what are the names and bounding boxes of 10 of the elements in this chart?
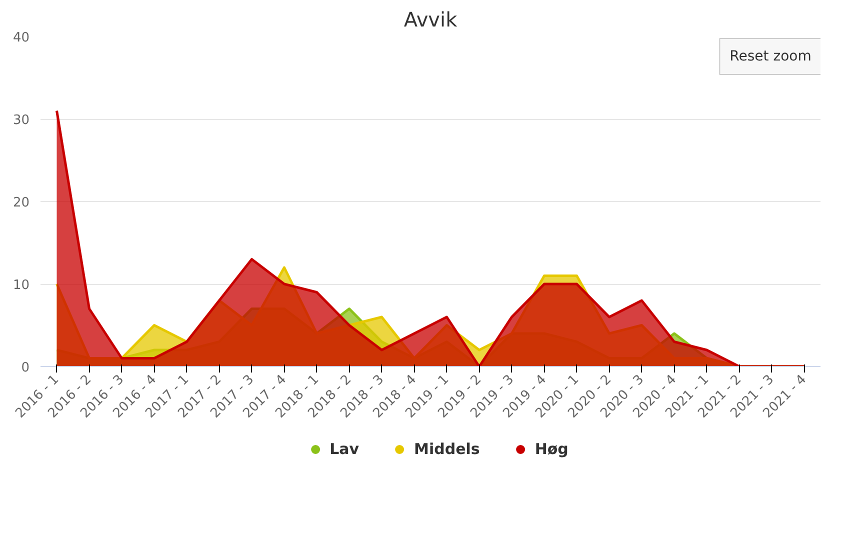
y-tick-label: 10 [12, 278, 30, 293]
chart-title: Avvik [404, 8, 458, 32]
y-tick-label: 40 [12, 30, 30, 46]
legend-label: Lav [330, 440, 360, 458]
y-tick-label: 30 [12, 113, 30, 128]
y-tick-label: 0 [21, 360, 30, 376]
annotation: Reset zoom [730, 48, 812, 64]
y-tick-label: 20 [12, 196, 30, 210]
legend-label: Høg [534, 440, 568, 458]
legend-label: Middels [414, 440, 480, 458]
